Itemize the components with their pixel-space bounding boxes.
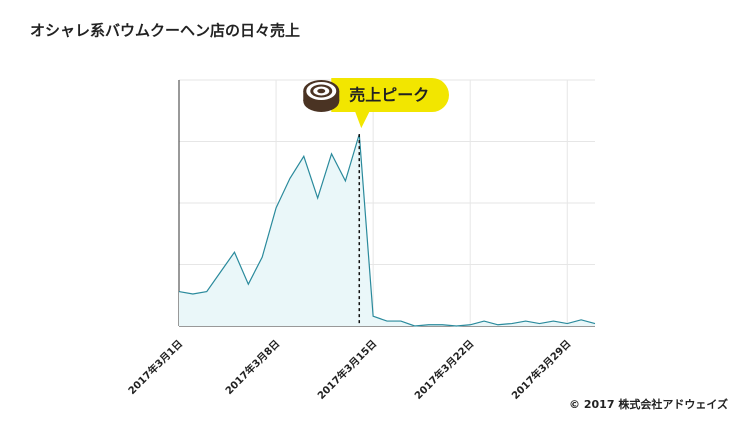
- area-fill: [179, 134, 595, 326]
- baumkuchen-icon: [303, 80, 340, 112]
- x-tick-label: 2017年3月22日: [412, 337, 477, 402]
- x-tick-label: 2017年3月8日: [222, 337, 282, 397]
- line: [178, 133, 596, 327]
- chart-title: オシャレ系バウムクーヘン店の日々売上: [30, 22, 300, 40]
- x-tick-label: 2017年3月29日: [509, 337, 574, 402]
- footer: © 2017 株式会社アドウェイズ: [569, 397, 728, 411]
- icon-hole: [317, 88, 326, 94]
- annotation-text: 売上ピーク: [349, 86, 429, 105]
- annotation-bubble: [331, 78, 449, 129]
- annotation: 売上ピーク: [303, 78, 449, 129]
- x-tick-label: 2017年3月1日: [125, 337, 185, 397]
- x-tick-label: 2017年3月15日: [315, 337, 380, 402]
